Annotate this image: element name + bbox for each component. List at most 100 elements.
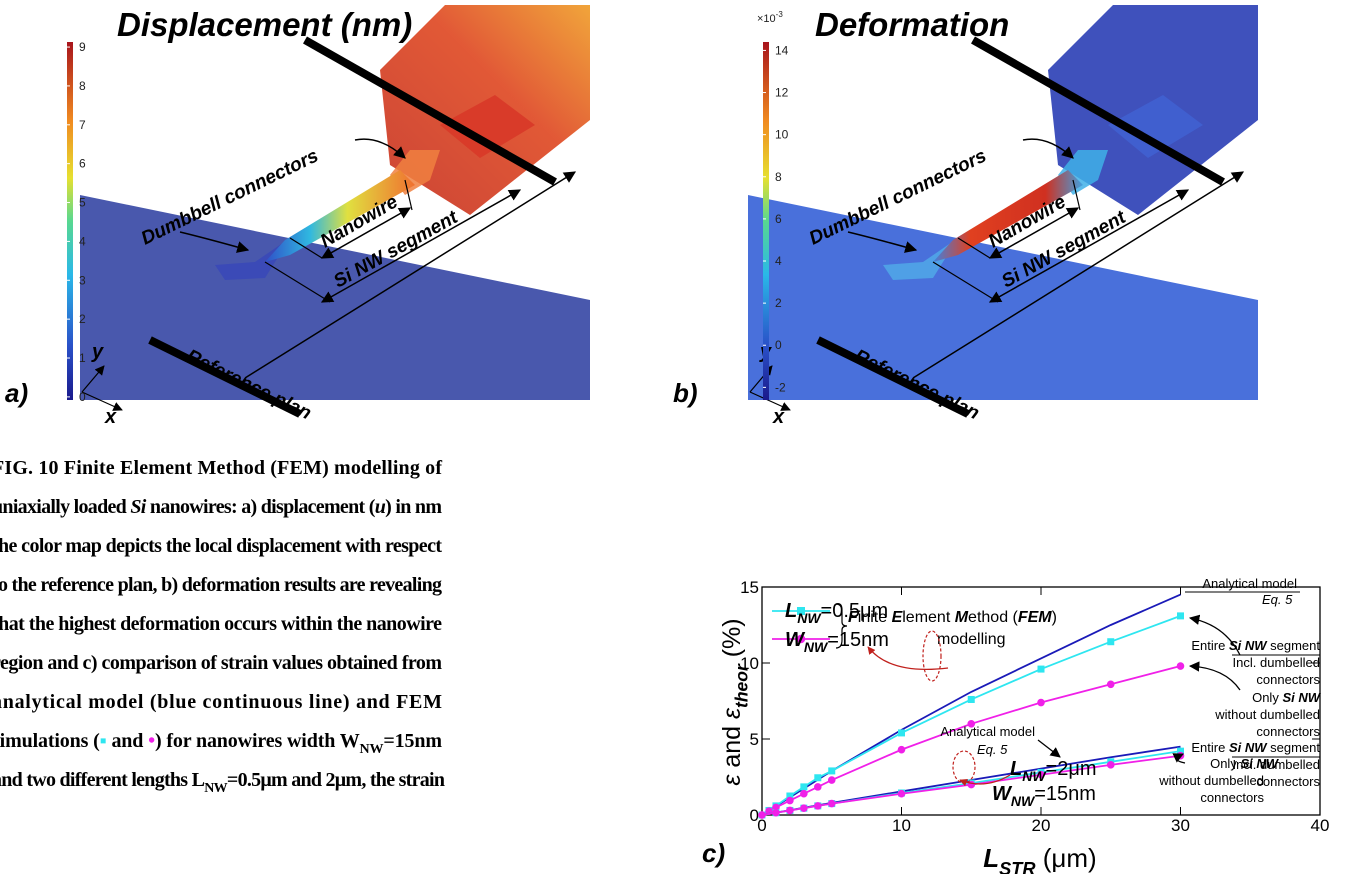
marker-circle — [800, 804, 808, 812]
annotation-arrow — [1172, 753, 1186, 764]
text-run: =0.5μm — [821, 600, 889, 622]
annotation: Only Si NW — [1252, 690, 1322, 705]
text-run: u — [375, 496, 386, 518]
marker-square — [1107, 638, 1115, 646]
axis-glyph-label: y — [91, 341, 104, 363]
legend-marker — [797, 607, 805, 615]
legend: Finite Element Method (FEM) modelling — [768, 597, 1057, 655]
marker-circle — [786, 806, 794, 815]
clamp-bar — [303, 36, 557, 186]
dumbbell-left — [215, 238, 290, 280]
colorbar-tick-label: 0 — [775, 338, 782, 352]
annotation-arrow — [959, 774, 1011, 787]
legend-entry: Finite Element Method (FEM) — [848, 609, 1057, 626]
text-run: (%) — [718, 618, 746, 664]
colorbar-tick-label: 10 — [775, 128, 789, 142]
clamp-bar — [971, 36, 1225, 186]
caption-line: simulations (▪ and •) for nanowires widt… — [0, 730, 442, 757]
marker-circle — [814, 783, 822, 791]
text-run: and — [718, 719, 746, 775]
annotation: Analytical model — [940, 724, 1035, 739]
wire-arrow — [988, 207, 1080, 259]
reference-bar — [816, 336, 970, 418]
text-run: without dumbelled — [1158, 773, 1264, 788]
x-tick-label: 40 — [1311, 816, 1330, 835]
text-run: FIG. 10 Finite Element Method (FEM) mode… — [0, 457, 442, 479]
colorbar-tick-label: 14 — [775, 43, 789, 57]
text-run: L — [785, 600, 797, 622]
text-run: Incl. dumbelled — [1233, 655, 1320, 670]
text-run: nanowires: a) displacement ( — [146, 496, 376, 518]
legend-entry: modelling — [937, 631, 1005, 648]
reference-bar — [148, 336, 302, 418]
caption-line: the color map depicts the local displace… — [0, 535, 442, 557]
colorbar — [763, 42, 769, 400]
text-run: L — [983, 843, 999, 873]
text-run: NW — [1022, 768, 1047, 784]
y-tick-label: 10 — [740, 654, 759, 673]
marker-circle — [1106, 761, 1115, 769]
caption: FIG. 10 Finite Element Method (FEM) mode… — [0, 457, 445, 796]
text-run: to the reference plan, b) deformation re… — [0, 574, 442, 596]
colorbar-tick-label: 3 — [79, 273, 86, 287]
caption-line: uniaxially loaded Si nanowires: a) displ… — [0, 496, 442, 518]
text-run: =2μm — [1046, 758, 1097, 780]
axis-glyph-label: x — [772, 406, 785, 428]
annotation: WNW=15nm — [785, 629, 889, 655]
panel-title: Deformation — [815, 6, 1009, 43]
colorbar-tick-label: 12 — [775, 86, 789, 100]
annotation-arrow — [867, 646, 949, 671]
pointer-arrow — [354, 138, 406, 159]
text-run: the color map depicts the local displace… — [0, 535, 442, 557]
text-run: Only — [1252, 690, 1282, 705]
pointer-arrow — [1022, 138, 1074, 159]
text-run: Si NW — [1282, 690, 1321, 705]
text-run: Si NW — [1229, 638, 1268, 653]
colorbar — [67, 42, 73, 400]
text-run: ε — [718, 707, 746, 719]
axis-x-arrow — [749, 391, 791, 411]
colorbar-exponent: -3 — [776, 10, 784, 19]
annotation: Entire Si NW segment — [1191, 740, 1320, 755]
annotation: Eq. 5 — [1262, 592, 1293, 607]
legend-brace — [835, 603, 848, 649]
marker-circle — [897, 745, 906, 754]
y-tick-label: 0 — [750, 806, 759, 825]
colorbar-tick-label: -2 — [775, 380, 786, 394]
marker-square — [786, 792, 794, 800]
text-run: and — [107, 730, 149, 752]
text-run: E — [892, 609, 904, 626]
annotation: Incl. dumbelled — [1233, 757, 1320, 772]
text-run: Si NW — [1229, 740, 1268, 755]
text-run: Si NW — [1240, 756, 1279, 771]
colorbar-tick-label: 4 — [775, 254, 782, 268]
text-run: Entire — [1191, 638, 1229, 653]
caption-line: that the highest deformation occurs with… — [0, 613, 442, 635]
marker-circle — [967, 720, 976, 728]
highlight-ellipse — [952, 750, 976, 784]
text-run: Only — [1210, 756, 1240, 771]
marker-circle — [1106, 680, 1115, 689]
text-run: =0.5μm and 2μm, the strain — [227, 769, 445, 791]
pointer-arrow — [847, 231, 918, 253]
colorbar-tick-label: 9 — [79, 40, 86, 54]
marker-circle — [897, 789, 906, 798]
text-run: W — [992, 783, 1013, 805]
annotation: Entire Si NW segment — [1191, 638, 1320, 653]
anchor-plate — [440, 95, 535, 158]
marker-square — [800, 783, 808, 791]
text-run: =15nm — [1034, 783, 1096, 805]
legend-box — [768, 597, 1043, 655]
text-run: lement — [902, 609, 954, 626]
text-run: Analytical model — [1202, 576, 1297, 591]
text-run: (μm) — [1036, 843, 1097, 873]
annotation: without dumbelled — [1158, 773, 1264, 788]
text-run: analytical model (blue continuous line) … — [0, 691, 442, 713]
text-run: NW — [204, 781, 227, 796]
marker-square — [1177, 612, 1184, 620]
colorbar-multiplier: ×10-3 — [757, 10, 783, 25]
text-run: connectors — [1200, 790, 1264, 805]
marker-circle — [758, 811, 766, 819]
